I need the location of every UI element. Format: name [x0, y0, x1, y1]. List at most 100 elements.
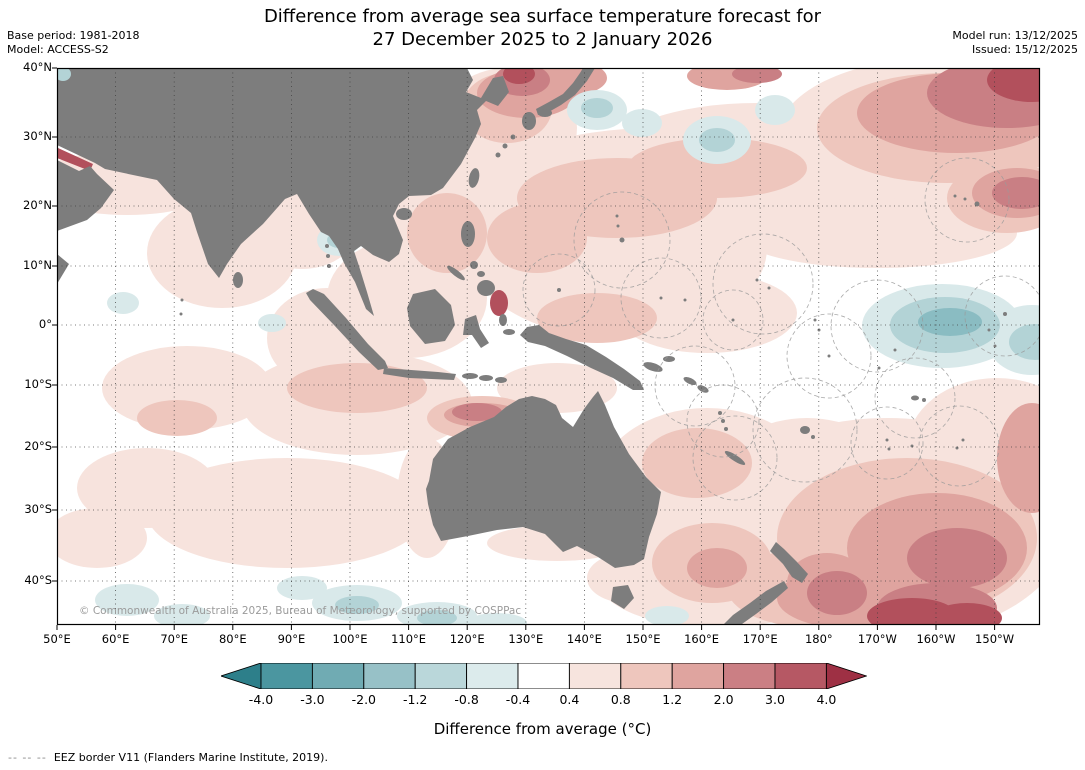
land-sumatra	[306, 289, 388, 370]
colorbar-segment	[671, 662, 725, 690]
x-tick-label: 150°W	[975, 632, 1015, 646]
land-shikoku	[538, 109, 552, 117]
y-tick-label: 10°S	[24, 377, 52, 391]
colorbar-segment	[311, 662, 365, 690]
warm-anomaly-extreme	[57, 68, 1040, 625]
land-borneo	[407, 289, 455, 344]
x-tick-label: 50°E	[43, 632, 71, 646]
land-samoa	[911, 395, 919, 401]
land-nz-south-island	[723, 581, 788, 625]
x-tick-label: 170°W	[857, 632, 897, 646]
y-tick-label: 20°N	[23, 198, 52, 212]
land-hawaii	[953, 194, 957, 198]
colorbar-tick-label: 0.8	[610, 692, 631, 707]
x-tick-label: 70°E	[160, 632, 189, 646]
x-tick-label: 60°E	[101, 632, 130, 646]
eez-legend: -- -- -- EEZ border V11 (Flanders Marine …	[8, 751, 328, 764]
colorbar-segment	[568, 662, 622, 690]
y-tick-label: 20°S	[24, 439, 52, 453]
colorbar-tick-label: 3.0	[765, 692, 785, 707]
x-tick-label: 120°E	[449, 632, 485, 646]
colorbar-segment	[260, 662, 313, 690]
y-tick-label: 30°N	[23, 129, 52, 143]
x-tick-label: 150°E	[625, 632, 661, 646]
map-border	[56, 67, 1041, 626]
x-tick-label: 80°E	[218, 632, 247, 646]
colorbar-tick-label: 4.0	[816, 692, 837, 707]
x-tick-label: 140°E	[566, 632, 602, 646]
land-guam	[619, 237, 625, 243]
x-tick-label: 160°W	[916, 632, 956, 646]
land-taiwan	[468, 168, 480, 188]
land-new-guinea	[520, 325, 644, 390]
colorbar-segment	[466, 662, 519, 690]
colorbar-segment	[517, 662, 570, 690]
grid-lines	[57, 68, 1040, 625]
colorbar: -4.0 -3.0 -2.0 -1.2 -0.8 -0.4 0.4 0.8 1.2 2.0 3.0 4…	[219, 662, 868, 713]
figure-title-line1: Difference from average sea surface temp…	[263, 6, 822, 27]
land-java	[383, 368, 456, 380]
eez-borders	[522, 157, 1040, 501]
y-tick-label: 40°N	[23, 60, 52, 74]
eez-label: EEZ border V11 (Flanders Marine Institut…	[53, 751, 328, 764]
eez-dash-sample: -- -- --	[8, 751, 47, 764]
y-tick-label: 40°S	[24, 573, 52, 587]
colorbar-tick-label: -3.0	[300, 692, 325, 707]
colorbar-tick-label: 2.0	[713, 692, 734, 707]
colorbar-tick-label: 0.4	[559, 692, 580, 707]
colorbar-segment	[414, 662, 468, 690]
cool-anomaly-strong	[918, 308, 982, 336]
land-hainan	[396, 208, 412, 220]
colorbar-tick-label: -0.8	[454, 692, 479, 707]
x-tick-label: 170°E	[742, 632, 778, 646]
y-tick-label: 30°S	[24, 502, 52, 516]
base-period-label: Base period: 1981-2018	[7, 29, 140, 42]
land-luzon	[461, 221, 475, 247]
land-honshu	[536, 68, 595, 115]
land-tasmania	[611, 585, 634, 609]
x-tick-label: 180°	[804, 632, 833, 646]
land-australia	[426, 391, 661, 568]
model-label: Model: ACCESS-S2	[7, 43, 109, 56]
colorbar-segment	[723, 662, 776, 690]
colorbar-tick-label: -4.0	[248, 692, 274, 707]
x-tick-label: 160°E	[684, 632, 720, 646]
land-somalia	[57, 254, 69, 284]
caspian-sea	[57, 68, 71, 81]
land-new-caledonia	[724, 450, 746, 466]
colorbar-tick-label: -0.4	[505, 692, 531, 707]
land-palawan	[447, 265, 465, 281]
cool-anomaly-light	[95, 90, 1040, 625]
land-sri-lanka	[233, 272, 243, 288]
y-tick-label: 10°N	[23, 258, 52, 272]
x-tick-label: 130°E	[508, 632, 544, 646]
colorbar-left-arrow	[219, 662, 262, 690]
map-canvas: © Commonwealth of Australia 2025, Bureau…	[52, 67, 1041, 630]
land-kyushu	[522, 112, 536, 130]
land-nz-north-island	[770, 542, 808, 583]
land-asia	[57, 68, 509, 316]
map-copyright: © Commonwealth of Australia 2025, Bureau…	[79, 605, 522, 617]
land-mindanao	[477, 280, 495, 296]
colorbar-segment	[620, 662, 673, 690]
colorbar-right-arrow	[825, 662, 868, 690]
x-tick-label: 110°E	[391, 632, 427, 646]
sst-anomaly-map	[52, 67, 1041, 630]
x-tick-label: 90°E	[277, 632, 306, 646]
model-run-label: Model run: 13/12/2025	[952, 29, 1078, 42]
axis-tick-marks	[52, 67, 996, 630]
colorbar-tick-label: -2.0	[351, 692, 376, 707]
persian-gulf-warm-spot	[57, 148, 93, 171]
x-tick-label: 100°E	[332, 632, 368, 646]
landmasses	[57, 68, 1007, 625]
figure-title-line2: 27 December 2025 to 2 January 2026	[372, 29, 713, 50]
colorbar-label: Difference from average (°C)	[433, 720, 652, 738]
colorbar-segment	[774, 662, 827, 690]
colorbar-segment	[363, 662, 416, 690]
colorbar-tick-label: -1.2	[402, 692, 428, 707]
y-tick-label: 0°	[38, 317, 52, 331]
land-fiji	[800, 426, 810, 434]
colorbar-tick-label: 1.2	[662, 692, 683, 707]
land-sulawesi	[463, 315, 489, 348]
